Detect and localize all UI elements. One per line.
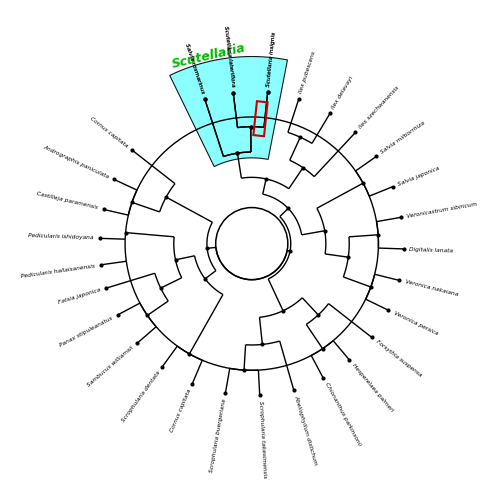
Text: Salvia japonica: Salvia japonica [397,166,440,187]
Text: Salvia miltiorrhiza: Salvia miltiorrhiza [380,121,426,155]
Text: Veronica persica: Veronica persica [392,311,438,336]
Text: Veronicastrum sibiricum: Veronicastrum sibiricum [407,201,478,219]
Text: Panax stipuleanatus: Panax stipuleanatus [58,316,114,348]
Text: Salvia rosmarinus: Salvia rosmarinus [184,43,206,94]
Text: Ilex pubescens: Ilex pubescens [298,51,316,94]
Text: Scrophularia dentata: Scrophularia dentata [120,370,161,423]
Polygon shape [170,57,288,166]
Text: Abeliophyllum distichum: Abeliophyllum distichum [293,395,318,466]
Text: Ilex szechwanensis: Ilex szechwanensis [358,85,400,130]
Text: Castilleja paramensis: Castilleja paramensis [36,191,98,211]
Text: Pedicularis hallaisanensis: Pedicularis hallaisanensis [21,263,96,278]
Text: Sambucus williamsii: Sambucus williamsii [86,345,134,388]
Text: Scutellaria insignis: Scutellaria insignis [266,31,276,87]
Text: Digitalis lanata: Digitalis lanata [410,247,454,253]
Bar [254,101,268,136]
Text: Scrophularia buergeriana: Scrophularia buergeriana [209,399,227,473]
Text: Scutellaria lateriflora: Scutellaria lateriflora [222,25,235,87]
Text: Scutellaria: Scutellaria [170,41,246,71]
Text: Ilex delavayi: Ilex delavayi [331,75,354,110]
Text: Scrophularia takesimensis: Scrophularia takesimensis [258,401,266,479]
Text: Pedicularis ishidoyana: Pedicularis ishidoyana [28,233,94,241]
Text: Cornus capitata: Cornus capitata [89,116,129,149]
Text: Forsythia suspensa: Forsythia suspensa [374,339,422,378]
Text: Veronica nakaiana: Veronica nakaiana [404,279,458,297]
Text: Scutellaria insignis: Scutellaria insignis [266,31,276,87]
Text: Hesperelaea palmeri: Hesperelaea palmeri [352,363,395,413]
Text: Fatsia japonica: Fatsia japonica [58,287,102,305]
Text: Cornus capitata: Cornus capitata [170,388,192,433]
Text: Scutellaria lateriflora: Scutellaria lateriflora [222,25,235,87]
Text: Andrographis paniculata: Andrographis paniculata [42,144,110,179]
Text: Chionanthus parkinsonii: Chionanthus parkinsonii [324,382,362,447]
Text: Salvia rosmarinus: Salvia rosmarinus [184,43,206,94]
